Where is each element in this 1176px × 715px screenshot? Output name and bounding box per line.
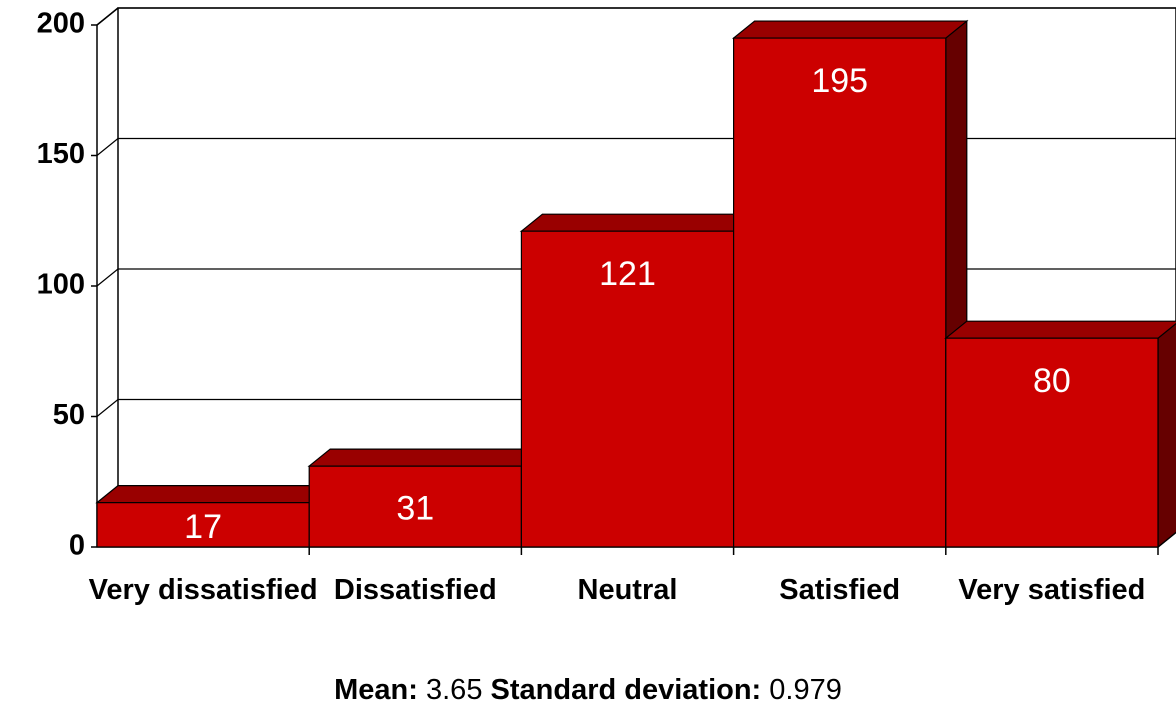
bar-front <box>732 37 947 548</box>
bar-top <box>944 320 1176 339</box>
y-tick-label: 200 <box>37 8 85 40</box>
summary: Mean: 3.65 Standard deviation: 0.979 <box>0 674 1176 707</box>
y-tick-label: 100 <box>37 269 85 301</box>
value-label: 17 <box>184 508 222 546</box>
value-label: 121 <box>599 255 656 293</box>
bar-top <box>307 448 545 467</box>
x-tick-label: Very satisfied <box>958 574 1146 606</box>
x-tick-label: Dissatisfied <box>333 574 497 606</box>
annotation-label: Mean: <box>334 674 418 706</box>
bar-top <box>731 20 969 39</box>
annotation-value: 3.65 <box>426 674 483 706</box>
x-tick-label: Neutral <box>577 574 678 606</box>
bar-side <box>1157 322 1176 549</box>
x-tick-label: Satisfied <box>779 574 901 606</box>
value-label: 80 <box>1033 362 1071 400</box>
y-tick-label: 0 <box>69 530 85 562</box>
bar <box>944 320 1176 549</box>
x-tick-label: Very dissatisfied <box>88 574 318 606</box>
bar-top <box>95 485 332 504</box>
annotation-label: Standard deviation: <box>490 674 762 706</box>
bar-top <box>519 213 757 232</box>
y-tick-label: 50 <box>53 399 85 431</box>
annotation-value: 0.979 <box>769 674 842 706</box>
value-label: 31 <box>396 490 434 528</box>
grid-line <box>96 7 1176 26</box>
value-label: 195 <box>811 62 868 100</box>
y-tick-label: 150 <box>37 138 85 170</box>
